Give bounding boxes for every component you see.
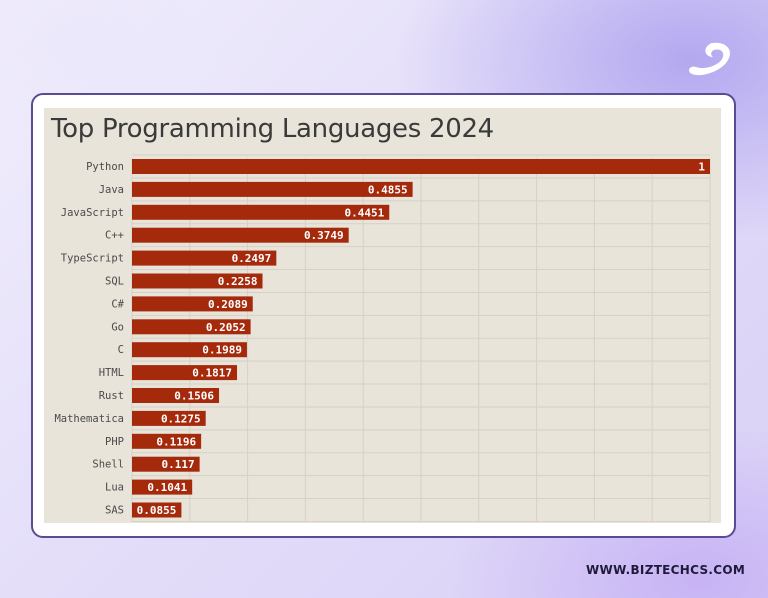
bar: [132, 365, 238, 381]
category-label: Python: [86, 161, 124, 173]
category-label: Java: [99, 184, 124, 196]
category-label: C: [118, 344, 124, 356]
data-label: 0.1989: [202, 344, 242, 357]
data-label: 0.1196: [156, 435, 196, 448]
bar: [132, 159, 710, 174]
bar: [132, 342, 247, 358]
bar: [132, 456, 200, 472]
bar: [132, 502, 182, 518]
bar: [132, 273, 263, 289]
grid-lines: [131, 154, 711, 522]
website-url: WWW.BIZTECHCS.COM: [586, 563, 746, 577]
category-label: Go: [111, 321, 124, 333]
data-label: 0.1817: [192, 367, 232, 380]
data-label: 0.4451: [345, 206, 385, 219]
data-label: 0.117: [162, 458, 195, 471]
data-label: 0.1041: [147, 481, 187, 494]
data-label: 1: [698, 161, 705, 174]
category-label: Mathematica: [54, 413, 124, 425]
category-label: JavaScript: [61, 207, 124, 219]
data-label: 0.3749: [304, 229, 344, 242]
category-label: PHP: [105, 436, 124, 448]
bar-chart: Python 1 Java 0.4855 JavaScript 0.4451 C++ 0.37…: [54, 154, 711, 522]
bar: [132, 250, 277, 266]
bars-group: Python 1 Java 0.4855 JavaScript 0.4451 C++ 0.37…: [54, 159, 710, 518]
data-label: 0.2052: [206, 321, 246, 334]
bar: [132, 479, 193, 495]
data-label: 0.4855: [368, 183, 408, 196]
bar: [132, 433, 202, 449]
data-label: 0.2258: [218, 275, 258, 288]
bar: [132, 319, 251, 335]
data-label: 0.0855: [137, 504, 177, 517]
chart-panel: Top Programming Languages 2024 Python 1 Ja…: [44, 108, 721, 523]
biztech-swirl-logo-icon: [689, 42, 731, 76]
data-label: 0.2497: [232, 252, 272, 265]
bar: [132, 204, 390, 220]
category-label: TypeScript: [61, 253, 124, 265]
category-label: Rust: [99, 390, 124, 402]
chart-title: Top Programming Languages 2024: [51, 114, 494, 144]
category-label: Shell: [92, 459, 124, 471]
data-label: 0.1275: [161, 412, 201, 425]
category-label: C#: [111, 298, 124, 310]
bar: [132, 181, 413, 197]
bar: [132, 296, 253, 312]
category-label: SAS: [105, 505, 124, 517]
bar: [132, 410, 206, 426]
category-label: SQL: [105, 276, 124, 288]
data-label: 0.1506: [174, 390, 214, 403]
category-label: Lua: [105, 482, 124, 494]
category-label: HTML: [99, 367, 124, 379]
category-label: C++: [105, 230, 124, 242]
data-label: 0.2089: [208, 298, 248, 311]
bar: [132, 388, 220, 403]
bar: [132, 227, 349, 243]
